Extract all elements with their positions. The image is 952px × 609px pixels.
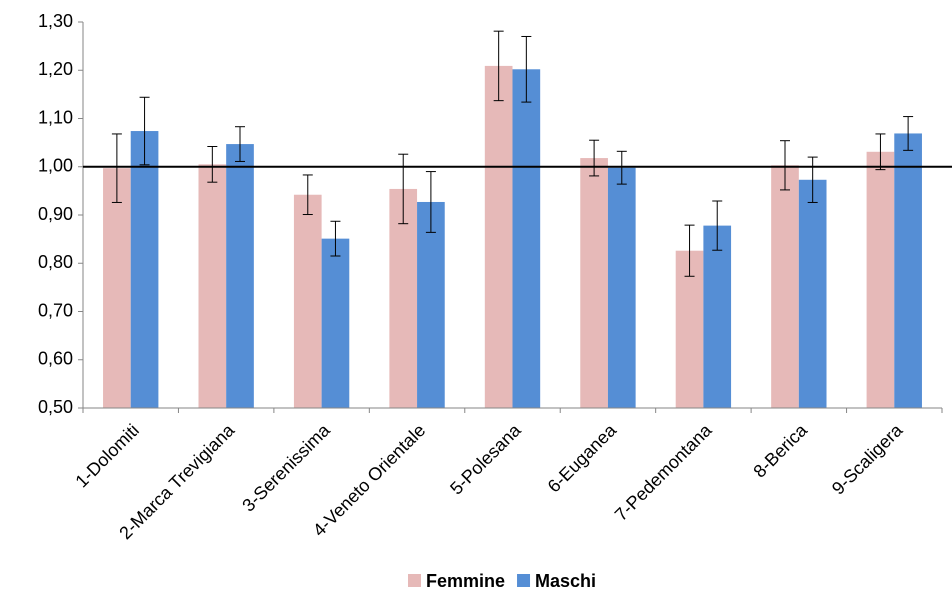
x-tick-label: 3-Serenissima (238, 419, 334, 515)
legend-swatch (517, 574, 531, 587)
error-bar (111, 133, 122, 203)
error-bar (779, 140, 790, 191)
y-tick-label: 0,90 (38, 204, 73, 224)
error-bar (425, 171, 436, 233)
bar (771, 165, 799, 408)
error-bar (302, 174, 313, 216)
y-tick-label: 1,30 (38, 11, 73, 31)
y-tick-label: 0,60 (38, 349, 73, 369)
bar (798, 179, 827, 408)
bar (226, 144, 254, 408)
bar (198, 164, 227, 408)
x-tick-label: 8-Berica (749, 419, 811, 481)
y-tick-label: 1,00 (38, 156, 73, 176)
error-bar (207, 145, 218, 183)
x-tick-label: 7-Pedemontana (611, 419, 716, 524)
bar (103, 168, 131, 408)
bar (675, 250, 704, 408)
legend-label: Maschi (535, 571, 596, 591)
bar (484, 65, 513, 408)
x-tick-label: 5-Polesana (446, 419, 525, 498)
error-bar (493, 30, 504, 102)
bar (512, 69, 541, 408)
error-bar (875, 133, 886, 171)
bar (321, 238, 350, 408)
error-bar (589, 139, 600, 177)
y-tick-label: 1,10 (38, 107, 73, 127)
error-bar (807, 156, 818, 203)
y-tick-label: 0,70 (38, 300, 73, 320)
bar (293, 194, 322, 408)
x-tick-label: 6-Euganea (544, 419, 621, 496)
error-bar (684, 224, 695, 277)
error-bar (903, 116, 914, 151)
bar (894, 133, 922, 408)
error-bar (521, 35, 532, 103)
y-tick-label: 0,50 (38, 397, 73, 417)
legend-label: Femmine (426, 571, 505, 591)
bar (130, 131, 159, 409)
bar (580, 158, 608, 408)
bar (389, 188, 418, 408)
y-tick-label: 1,20 (38, 59, 73, 79)
error-bar (712, 200, 723, 251)
bar (417, 201, 445, 408)
legend-swatch (408, 574, 421, 587)
bar (866, 151, 895, 409)
x-tick-label: 9-Scaligera (828, 419, 907, 498)
bar (703, 225, 732, 408)
y-tick-label: 0,80 (38, 252, 73, 272)
error-bar (139, 96, 150, 166)
bar (607, 167, 636, 408)
error-bar (235, 126, 246, 162)
error-bar (330, 220, 341, 257)
x-tick-label: 1-Dolomiti (71, 420, 142, 491)
